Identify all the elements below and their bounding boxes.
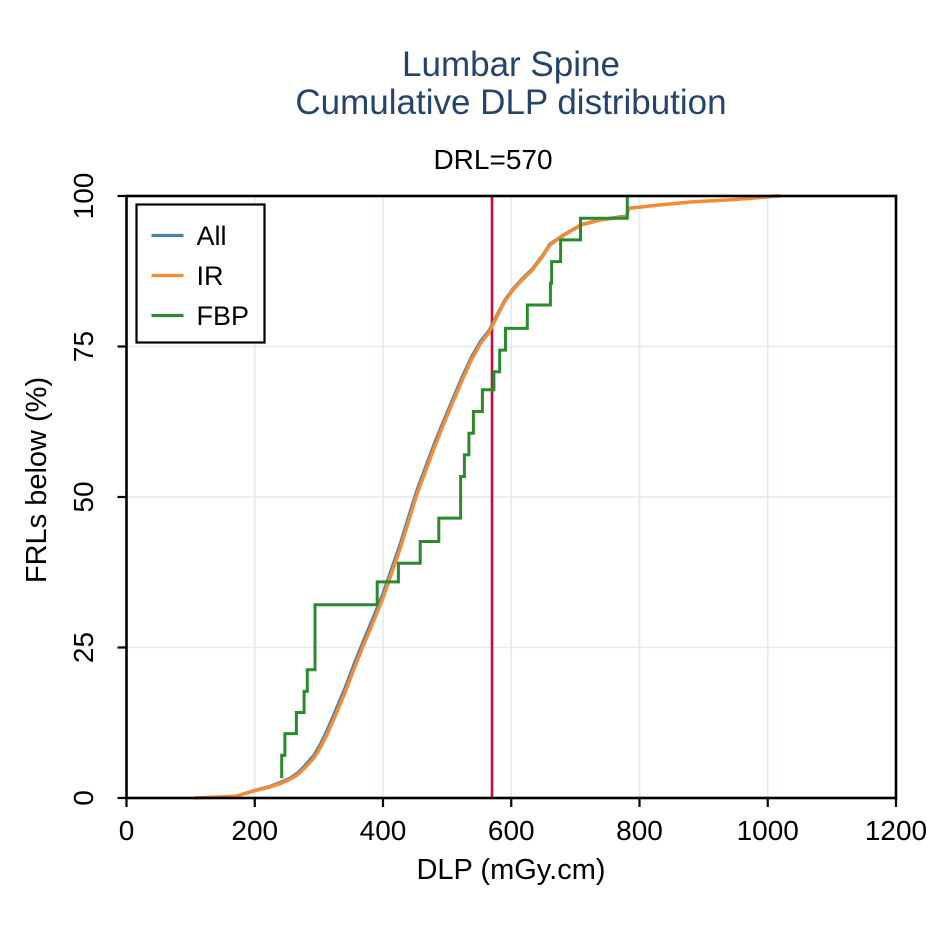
axis-ticks <box>117 194 898 807</box>
chart-title-line2: Cumulative DLP distribution <box>295 83 726 122</box>
tick-labels: 0 200 400 600 800 1000 1200 0 25 50 75 100 <box>68 173 927 846</box>
x-tick-label: 0 <box>119 815 135 846</box>
x-tick-label: 200 <box>231 815 278 846</box>
gridlines <box>126 196 896 798</box>
series-line-fbp <box>280 196 629 779</box>
drl-annotation: DRL=570 <box>433 144 552 175</box>
x-axis-title: DLP (mGy.cm) <box>416 854 605 886</box>
y-tick-label: 50 <box>68 481 99 512</box>
legend: All IR FBP <box>135 203 266 344</box>
y-tick-label: 0 <box>68 790 99 806</box>
legend-label-fbp: FBP <box>197 301 250 331</box>
y-tick-label: 75 <box>68 331 99 362</box>
x-tick-label: 400 <box>360 815 407 846</box>
legend-label-ir: IR <box>197 261 224 291</box>
y-tick-label: 100 <box>68 173 99 220</box>
x-tick-label: 600 <box>488 815 535 846</box>
y-tick-label: 25 <box>68 632 99 663</box>
data-series <box>193 194 781 800</box>
legend-box <box>135 203 266 344</box>
legend-label-all: All <box>197 221 227 251</box>
y-axis-title: FRLs below (%) <box>21 377 53 583</box>
x-tick-label: 800 <box>616 815 663 846</box>
chart-title-line1: Lumbar Spine <box>402 45 620 84</box>
x-tick-label: 1200 <box>865 815 927 846</box>
x-tick-label: 1000 <box>737 815 799 846</box>
